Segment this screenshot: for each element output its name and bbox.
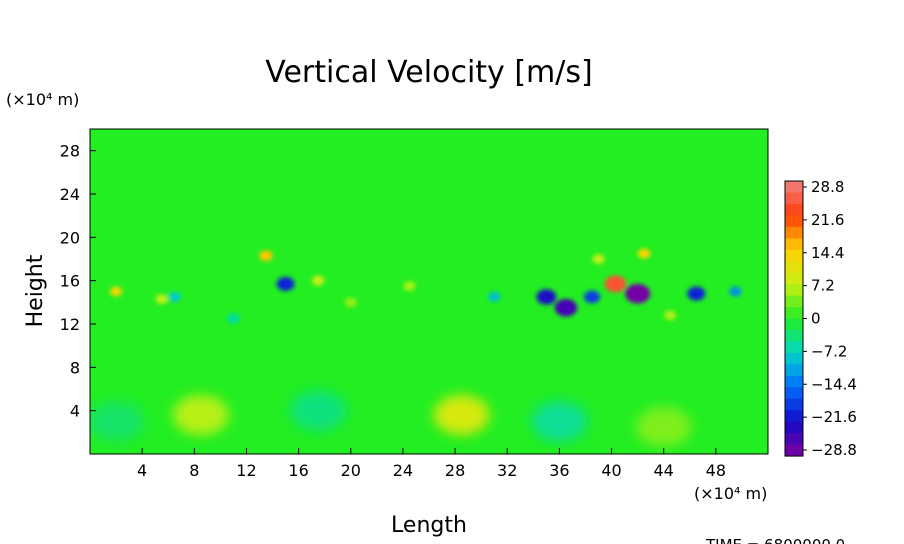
heatmap-cell [290, 390, 347, 431]
heatmap-cell [664, 310, 677, 321]
x-tick-label: 32 [497, 461, 517, 480]
colorbar-tick-label: −14.4 [811, 375, 857, 393]
colorbar-swatch [785, 215, 803, 228]
y-axis-ticks: 4 8 12 16 20 24 28 [60, 142, 96, 421]
heatmap-cell [155, 294, 168, 305]
colorbar-swatch [785, 249, 803, 262]
y-tick-label: 4 [70, 402, 80, 421]
heatmap-cell [172, 395, 229, 435]
colorbar-tick-label: −28.8 [811, 441, 857, 459]
colorbar-swatch [785, 307, 803, 320]
chart-title: Vertical Velocity [m/s] [265, 55, 592, 90]
colorbar-swatch [785, 387, 803, 400]
heatmap-cell [344, 297, 357, 308]
colorbar-swatch [785, 295, 803, 308]
plot-frame [89, 128, 769, 455]
colorbar-swatch [785, 192, 803, 205]
x-tick-label: 4 [137, 461, 147, 480]
x-tick-label: 28 [445, 461, 465, 480]
heatmap-cell [110, 286, 123, 297]
y-tick-label: 20 [60, 228, 80, 247]
y-axis-label: Height [23, 254, 48, 327]
time-label: TIME = 6800000.0 [705, 536, 845, 544]
x-tick-label: 48 [706, 461, 726, 480]
colorbar-swatch [785, 410, 803, 423]
x-tick-label: 20 [341, 461, 361, 480]
colorbar-tick-label: 21.6 [811, 211, 844, 229]
colorbar-swatch [785, 444, 803, 457]
x-tick-label: 12 [236, 461, 256, 480]
heatmap-cell [433, 395, 490, 435]
heatmap-cell [592, 254, 605, 264]
heatmap-cell [227, 313, 240, 324]
colorbar-swatch [785, 261, 803, 274]
y-tick-label: 24 [60, 185, 80, 204]
colorbar-swatch [785, 375, 803, 388]
heatmap-cell [531, 401, 588, 442]
colorbar-swatch [785, 398, 803, 411]
x-axis-label: Length [391, 513, 467, 538]
colorbar-swatch [785, 341, 803, 354]
colorbar-swatch [785, 181, 803, 194]
y-tick-label: 12 [60, 315, 80, 334]
colorbar-swatch [785, 352, 803, 365]
x-tick-label: 8 [189, 461, 199, 480]
x-tick-label: 44 [654, 461, 674, 480]
colorbar-swatch [785, 238, 803, 251]
heatmap-cell [625, 283, 651, 304]
heatmap-cell [729, 286, 742, 297]
heatmap-cell [554, 299, 578, 317]
x-axis-ticks: 4 8 12 16 20 24 28 32 36 40 44 48 [137, 448, 726, 480]
heatmap-cell [687, 286, 706, 301]
heatmap-cell [90, 401, 145, 442]
colorbar-tick-label: −7.2 [811, 342, 847, 360]
colorbar-tick-label: −21.6 [811, 408, 857, 426]
colorbar-swatch [785, 329, 803, 343]
y-tick-label: 16 [60, 272, 80, 291]
heatmap-cell [168, 291, 181, 302]
heatmap-cell [276, 276, 295, 291]
heatmap-field [90, 129, 768, 454]
colorbar-tick-label: 14.4 [811, 244, 844, 262]
colorbar-swatch [785, 226, 803, 239]
colorbar-tick-label: 28.8 [811, 178, 844, 196]
x-tick-label: 24 [393, 461, 413, 480]
colorbar-swatch [785, 203, 803, 216]
heatmap-cell [488, 291, 501, 302]
heatmap-cell [583, 290, 601, 304]
colorbar [784, 180, 804, 457]
heatmap-cell [635, 406, 692, 447]
y-tick-label: 8 [70, 358, 80, 377]
heatmap-cell [637, 248, 651, 259]
x-tick-label: 40 [601, 461, 621, 480]
heatmap-cell [536, 289, 557, 305]
colorbar-tick-labels: 28.8 21.6 14.4 7.2 0 −7.2 −14.4 −21.6 −28.8 [803, 178, 857, 459]
x-unit-label: (×10⁴ m) [694, 484, 767, 503]
colorbar-swatch [785, 318, 803, 331]
heatmap-cell [604, 275, 627, 293]
x-tick-label: 36 [549, 461, 569, 480]
x-tick-label: 16 [288, 461, 308, 480]
heatmap-cell [259, 250, 273, 261]
colorbar-swatch [785, 364, 803, 377]
colorbar-swatch [785, 433, 803, 446]
colorbar-tick-label: 0 [811, 310, 821, 328]
y-tick-label: 28 [60, 142, 80, 161]
colorbar-tick-label: 7.2 [811, 277, 835, 295]
heatmap-cell [403, 281, 416, 292]
colorbar-swatch [785, 272, 803, 285]
colorbar-swatch [785, 421, 803, 434]
heatmap-cell [312, 275, 325, 286]
colorbar-swatch [785, 284, 803, 297]
y-unit-label: (×10⁴ m) [6, 90, 79, 109]
